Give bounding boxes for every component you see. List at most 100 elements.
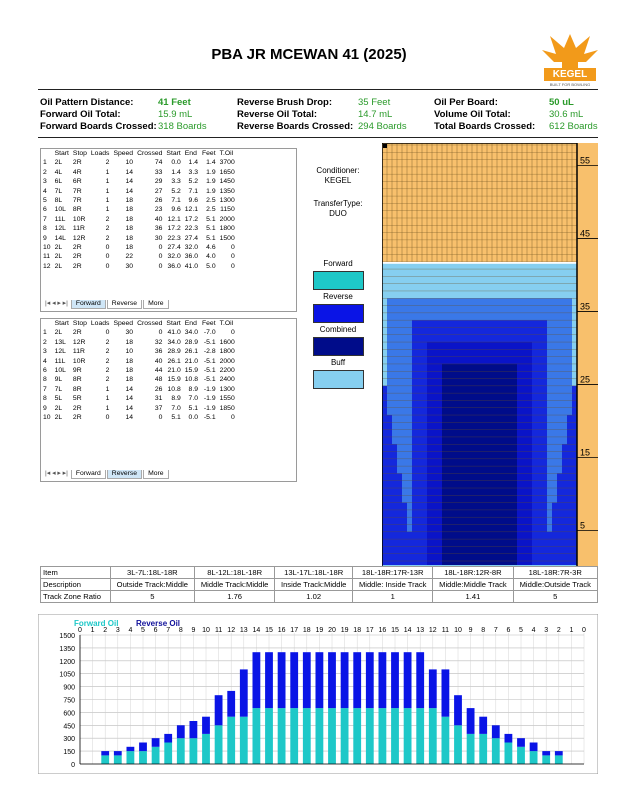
table-cell: 15.9 [184, 367, 198, 375]
table-row[interactable]: 7 7L 8R 1 14 26 10.8 8.9 -1.9 1300 [41, 385, 237, 394]
table-row[interactable]: 2 4L 4R 1 14 33 1.4 3.3 1.9 1650 [41, 168, 237, 177]
table-cell: 10R [72, 215, 86, 223]
table-row[interactable]: 8 9L 8R 2 18 48 15.9 10.8 -5.1 2400 [41, 375, 237, 384]
table-row[interactable]: 3 12L 11R 2 10 36 28.9 26.1 -2.8 1800 [41, 347, 237, 356]
table-cell: 40 [154, 215, 163, 223]
table-cell: 0 [230, 253, 235, 261]
table-cell: 5R [72, 395, 82, 403]
bar-forward-oil [315, 708, 324, 764]
bar-reverse-oil [542, 751, 551, 756]
table-row[interactable]: 8 5L 5R 1 14 31 8.9 7.0 -1.9 1550 [41, 394, 237, 403]
logo-tagline: BUILT FOR BOWLING [549, 82, 591, 87]
kegel-logo: KEGEL BUILT FOR BOWLING [538, 28, 602, 92]
table-cell: 11 [43, 253, 51, 261]
table-row[interactable]: 5 8L 7R 1 18 26 7.1 9.6 2.5 1300 [41, 196, 237, 205]
x-tick-label: 5 [519, 627, 523, 634]
table-cell: 2 [105, 376, 110, 384]
foot-label-strip [577, 143, 598, 567]
table-row[interactable]: 3 6L 6R 1 14 29 3.3 5.2 1.9 1450 [41, 177, 237, 186]
y-tick-label: 1050 [59, 672, 75, 679]
x-tick-label: 0 [78, 627, 82, 634]
table-cell: 4R [72, 168, 82, 176]
stat-item: Forward Oil Total: 15.9 mL [40, 109, 192, 120]
bar-reverse-oil [189, 721, 198, 739]
stat-value: 318 Boards [158, 121, 207, 132]
table-row[interactable]: 10 2L 2R 0 14 0 5.1 0.0 -5.1 0 [41, 413, 237, 422]
table-cell: 41.0 [184, 262, 198, 270]
column-header [41, 149, 53, 158]
transfer-label: TransferType: [313, 199, 363, 208]
table-row[interactable]: 10 2L 2R 0 18 0 27.4 32.0 4.6 0 [41, 243, 237, 252]
bar-forward-oil [113, 755, 122, 764]
table-cell: 1450 [219, 178, 235, 186]
zone-cell: 5 [512, 590, 599, 603]
table-cell: 0 [230, 262, 235, 270]
table-cell: 0 [105, 244, 110, 252]
foot-label: 15 [580, 448, 590, 458]
table-row[interactable]: 7 11L 10R 2 18 40 12.1 17.2 5.1 2000 [41, 215, 237, 224]
table-row[interactable]: 12 2L 2R 0 30 0 36.0 41.0 5.0 0 [41, 262, 237, 271]
table-cell: 12L [54, 348, 66, 356]
bar-reverse-oil [554, 751, 563, 756]
oil-per-board-chart: Forward Oil Reverse Oil150013501200105090… [38, 614, 598, 774]
table-cell: 1300 [219, 197, 235, 205]
table-row[interactable]: 6 10L 8R 1 18 23 9.6 12.1 2.5 1150 [41, 205, 237, 214]
table-row[interactable]: 8 12L 11R 2 18 36 17.2 22.3 5.1 1800 [41, 224, 237, 233]
zone-cell: 1 [352, 590, 434, 603]
tab-nav-arrows[interactable]: |◂ ◂ ▸ ▸| [43, 470, 70, 478]
header-divider-top [38, 89, 598, 90]
table-row[interactable]: 4 11L 10R 2 18 40 26.1 21.0 -5.1 2000 [41, 357, 237, 366]
bar-forward-oil [378, 708, 387, 764]
table-cell: 12R [72, 234, 86, 242]
table-cell: 7 [43, 215, 47, 223]
bar-reverse-oil [479, 716, 488, 734]
table-cell: 7 [43, 385, 47, 393]
table-cell: 14 [125, 168, 134, 176]
table-row[interactable]: 1 2L 2R 0 30 0 41.0 34.0 -7.0 0 [41, 328, 237, 337]
table-cell: -5.1 [203, 376, 216, 384]
tab-reverse[interactable]: Reverse [106, 300, 143, 309]
table-row[interactable]: 11 2L 2R 0 22 0 32.0 36.0 4.0 0 [41, 252, 237, 261]
table-cell: 8 [43, 376, 47, 384]
table-row[interactable]: 9 2L 2R 1 14 37 7.0 5.1 -1.9 1850 [41, 404, 237, 413]
reverse-table-panel: Start Stop Loads Speed Crossed Start End Feet T.… [40, 318, 297, 482]
tab-forward[interactable]: Forward [70, 300, 106, 309]
bar-reverse-oil [441, 669, 450, 717]
bar-forward-oil [416, 708, 425, 764]
bar-reverse-oil [202, 716, 210, 734]
x-tick-label: 19 [316, 627, 324, 634]
table-row[interactable]: 9 14L 12R 2 18 30 22.3 27.4 5.1 1500 [41, 234, 237, 243]
bar-forward-oil [542, 755, 551, 764]
zone-cell: 5 [109, 590, 196, 603]
table-row[interactable]: 4 7L 7R 1 14 27 5.2 7.1 1.9 1350 [41, 187, 237, 196]
table-row[interactable]: 6 10L 9R 2 18 44 21.0 15.9 -5.1 2200 [41, 366, 237, 375]
table-cell: 3.3 [171, 178, 181, 186]
table-cell: 2 [105, 234, 110, 242]
tab-reverse[interactable]: Reverse [106, 470, 143, 479]
table-cell: 18 [125, 225, 134, 233]
tab-nav-arrows[interactable]: |◂ ◂ ▸ ▸| [43, 300, 70, 308]
y-tick-label: 450 [63, 723, 75, 730]
bar-forward-oil [164, 742, 173, 764]
zone-ratio-row: Track Zone Ratio 5 1.76 1.02 1 1.41 5 [40, 590, 599, 603]
table-cell: 5.1 [206, 225, 216, 233]
tab-more[interactable]: More [143, 300, 169, 309]
tab-forward[interactable]: Forward [70, 470, 106, 479]
bar-reverse-oil [239, 669, 248, 717]
table-row[interactable]: 1 2L 2R 2 10 74 0.0 1.4 1.4 3700 [41, 158, 237, 167]
table-cell: 10R [72, 357, 86, 365]
table-cell: 41.0 [167, 329, 181, 337]
table-cell: 0.0 [171, 159, 181, 167]
tab-more[interactable]: More [143, 470, 169, 479]
bar-reverse-oil [290, 652, 299, 709]
table-cell: 1.9 [206, 168, 216, 176]
table-cell: 31 [154, 395, 163, 403]
table-cell: 0 [105, 329, 110, 337]
bar-reverse-oil [126, 746, 135, 752]
table-row[interactable]: 2 13L 12R 2 18 32 34.0 28.9 -5.1 1600 [41, 338, 237, 347]
column-header: Stop [72, 320, 87, 327]
bar-reverse-oil [504, 733, 513, 743]
bar-forward-oil [176, 738, 185, 764]
table-cell: 44 [154, 367, 163, 375]
table-cell: 2 [105, 215, 110, 223]
